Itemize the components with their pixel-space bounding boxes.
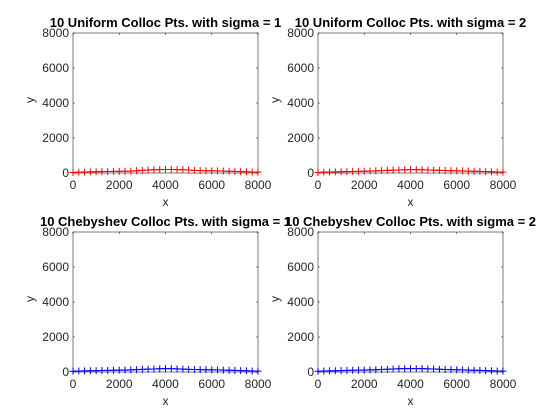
x-tick-label: 2000 (106, 178, 133, 192)
axes-frame (72, 32, 259, 174)
y-axis-label: y (268, 296, 282, 302)
y-tick-label: 8000 (42, 225, 69, 239)
subplot-3: 10 Chebyshev Colloc Pts. with sigma = 1 0… (23, 214, 291, 408)
chart-title: 10 Uniform Colloc Pts. with sigma = 2 (295, 15, 527, 30)
y-tick-label: 2000 (287, 131, 314, 145)
chart-title: 10 Uniform Colloc Pts. with sigma = 1 (50, 15, 282, 30)
x-tick-label: 6000 (198, 178, 225, 192)
x-axis-label: x (163, 394, 169, 408)
subplot-2: 10 Uniform Colloc Pts. with sigma = 2 0 20… (268, 15, 526, 209)
data-point-marker (499, 367, 507, 375)
y-tick-label: 4000 (42, 295, 69, 309)
axes-frame (72, 231, 259, 373)
y-tick-label: 0 (62, 365, 69, 379)
x-tick-label: 0 (315, 377, 322, 391)
x-axis-label: x (408, 195, 414, 209)
x-tick-label: 2000 (351, 178, 378, 192)
y-tick-label: 6000 (287, 260, 314, 274)
x-tick-label: 0 (70, 178, 77, 192)
y-tick-label: 6000 (287, 61, 314, 75)
x-tick-label: 8000 (490, 377, 517, 391)
x-axis-label: x (163, 195, 169, 209)
x-tick-label: 8000 (245, 178, 272, 192)
y-tick-label: 8000 (42, 26, 69, 40)
y-tick-label: 6000 (42, 61, 69, 75)
chart-title: 10 Chebyshev Colloc Pts. with sigma = 1 (40, 214, 291, 229)
y-axis-label: y (23, 296, 37, 302)
y-axis-label: y (268, 97, 282, 103)
axes-frame (317, 231, 504, 373)
x-tick-label: 6000 (198, 377, 225, 391)
axes-frame (317, 32, 504, 174)
y-axis-label: y (23, 97, 37, 103)
x-tick-label: 4000 (152, 377, 179, 391)
chart-title: 10 Chebyshev Colloc Pts. with sigma = 2 (285, 214, 536, 229)
y-tick-label: 2000 (287, 330, 314, 344)
data-point-marker (254, 168, 262, 176)
x-tick-label: 4000 (152, 178, 179, 192)
x-tick-label: 6000 (443, 178, 470, 192)
x-tick-label: 4000 (397, 377, 424, 391)
y-tick-label: 0 (62, 166, 69, 180)
y-tick-label: 0 (307, 166, 314, 180)
x-tick-label: 6000 (443, 377, 470, 391)
y-tick-label: 4000 (42, 96, 69, 110)
y-tick-label: 2000 (42, 330, 69, 344)
data-point-marker (254, 367, 262, 375)
x-tick-label: 0 (70, 377, 77, 391)
y-tick-label: 4000 (287, 96, 314, 110)
y-tick-label: 4000 (287, 295, 314, 309)
x-tick-label: 0 (315, 178, 322, 192)
data-point-marker (499, 168, 507, 176)
y-tick-label: 6000 (42, 260, 69, 274)
y-tick-label: 0 (307, 365, 314, 379)
x-tick-label: 2000 (351, 377, 378, 391)
subplot-4: 10 Chebyshev Colloc Pts. with sigma = 2 0… (268, 214, 536, 408)
y-tick-label: 8000 (287, 225, 314, 239)
y-tick-label: 8000 (287, 26, 314, 40)
y-tick-label: 2000 (42, 131, 69, 145)
x-tick-label: 4000 (397, 178, 424, 192)
x-axis-label: x (408, 394, 414, 408)
x-tick-label: 2000 (106, 377, 133, 391)
x-tick-label: 8000 (490, 178, 517, 192)
x-tick-label: 8000 (245, 377, 272, 391)
subplot-1: 10 Uniform Colloc Pts. with sigma = 1 0 20… (23, 15, 281, 209)
